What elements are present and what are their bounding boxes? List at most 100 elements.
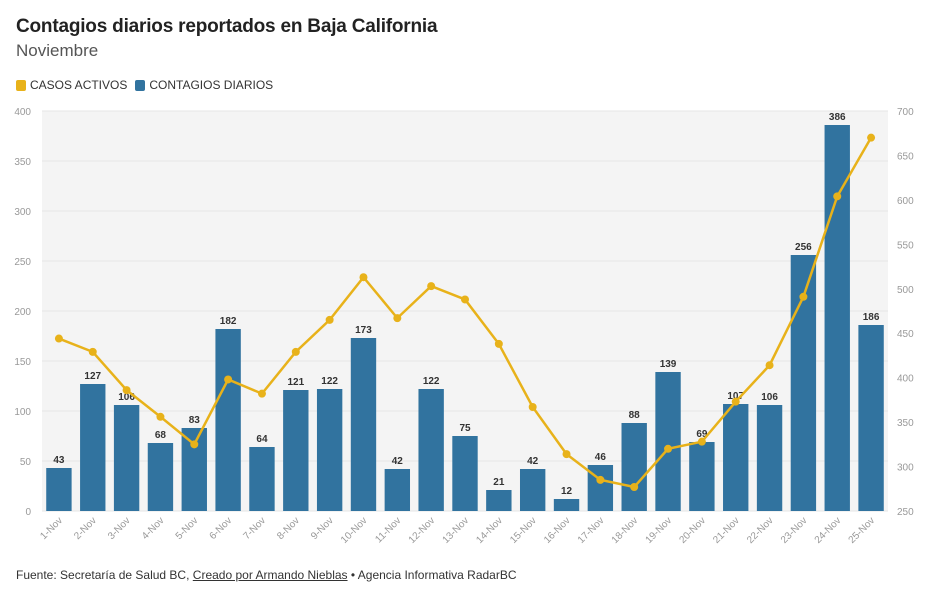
line-series-casos-activos bbox=[54, 133, 876, 491]
combo-chart: 0 50 100 150 200 250 300 350 400 250 300 350 400 450… bbox=[14, 107, 914, 546]
x-tick-label: 6-Nov bbox=[208, 515, 235, 542]
line-point[interactable] bbox=[528, 403, 537, 411]
bar[interactable] bbox=[46, 468, 72, 511]
y-left-tick-label: 150 bbox=[14, 357, 31, 368]
bar[interactable] bbox=[147, 443, 174, 511]
x-tick-label: 5-Nov bbox=[174, 515, 201, 542]
x-tick-label: 25-Nov bbox=[847, 515, 878, 546]
line-point[interactable] bbox=[731, 397, 740, 406]
bar-data-label: 186 bbox=[863, 312, 880, 323]
line-point[interactable] bbox=[765, 361, 774, 370]
line-point[interactable] bbox=[833, 192, 842, 201]
bar[interactable] bbox=[756, 405, 783, 511]
line-point[interactable] bbox=[427, 282, 436, 291]
x-tick-label: 24-Nov bbox=[813, 515, 844, 546]
line-point[interactable] bbox=[630, 483, 639, 491]
line-point[interactable] bbox=[190, 440, 199, 449]
bar-data-label: 42 bbox=[527, 456, 539, 467]
x-tick-label: 18-Nov bbox=[610, 515, 641, 546]
bar[interactable] bbox=[80, 384, 106, 511]
bar-data-label: 106 bbox=[118, 392, 135, 403]
y-left-tick-label: 0 bbox=[25, 507, 31, 518]
bar-data-label: 121 bbox=[287, 377, 304, 388]
bar-data-label: 43 bbox=[53, 455, 65, 466]
bar-data-label: 42 bbox=[392, 456, 404, 467]
bar-data-labels: 43 127 106 68 83 182 64 121 122 173 42 122 75 21 42 12 4… bbox=[53, 112, 880, 497]
line-point[interactable] bbox=[156, 412, 165, 421]
bar[interactable] bbox=[384, 469, 411, 511]
bar-data-label: 122 bbox=[321, 376, 338, 387]
bar[interactable] bbox=[316, 389, 343, 511]
bar[interactable] bbox=[858, 325, 884, 511]
line-point[interactable] bbox=[359, 273, 368, 282]
bar-data-label: 83 bbox=[189, 415, 201, 426]
bar-data-label: 69 bbox=[696, 429, 708, 440]
chart-subtitle: Noviembre bbox=[16, 41, 99, 60]
line-point[interactable] bbox=[461, 295, 469, 304]
bar[interactable] bbox=[350, 338, 377, 511]
line-point[interactable] bbox=[494, 339, 503, 348]
bar-data-label: 46 bbox=[595, 452, 607, 463]
y-left-tick-label: 300 bbox=[14, 207, 31, 218]
legend-item-contagios-diarios[interactable]: CONTAGIOS DIARIOS bbox=[135, 78, 273, 92]
x-tick-label: 21-Nov bbox=[711, 515, 742, 546]
bar-data-label: 386 bbox=[829, 112, 846, 123]
line-point[interactable] bbox=[88, 347, 97, 356]
x-tick-label: 4-Nov bbox=[140, 515, 167, 542]
right-axis-ticks: 250 300 350 400 450 500 550 600 650 700 bbox=[897, 107, 914, 518]
line-point[interactable] bbox=[697, 437, 706, 446]
bar-series-contagios-diarios bbox=[46, 125, 884, 511]
bar[interactable] bbox=[723, 404, 749, 511]
bar[interactable] bbox=[486, 490, 512, 511]
footer-credit-link[interactable]: Creado por Armando Nieblas bbox=[192, 568, 348, 582]
chart-title: Contagios diarios reportados en Baja Cal… bbox=[16, 16, 438, 37]
line-point[interactable] bbox=[867, 133, 876, 142]
bar[interactable] bbox=[621, 423, 647, 511]
line-point[interactable] bbox=[257, 389, 266, 398]
bar[interactable] bbox=[655, 372, 681, 511]
x-tick-label: 3-Nov bbox=[106, 515, 133, 542]
y-left-tick-label: 400 bbox=[14, 107, 31, 118]
bar-data-label: 173 bbox=[355, 325, 372, 336]
y-right-tick-label: 650 bbox=[897, 151, 914, 162]
legend-label-contagios-diarios: CONTAGIOS DIARIOS bbox=[149, 78, 274, 92]
line-point[interactable] bbox=[562, 450, 571, 459]
bar[interactable] bbox=[215, 329, 241, 511]
line-point[interactable] bbox=[224, 375, 233, 384]
x-tick-label: 16-Nov bbox=[542, 515, 573, 546]
x-tick-label: 19-Nov bbox=[644, 515, 675, 546]
x-tick-label: 14-Nov bbox=[474, 515, 505, 546]
bar-data-label: 139 bbox=[660, 359, 677, 370]
footer-agency: • Agencia Informativa RadarBC bbox=[350, 568, 517, 582]
line-point[interactable] bbox=[393, 314, 402, 323]
line-point[interactable] bbox=[799, 292, 808, 301]
x-tick-label: 10-Nov bbox=[339, 515, 370, 546]
line-point[interactable] bbox=[122, 386, 131, 395]
line-point[interactable] bbox=[291, 347, 300, 356]
bar-data-label: 12 bbox=[561, 486, 573, 497]
bar[interactable] bbox=[113, 405, 140, 511]
x-tick-label: 11-Nov bbox=[373, 515, 403, 545]
bar[interactable] bbox=[283, 390, 309, 511]
line-point[interactable] bbox=[664, 444, 673, 453]
y-left-tick-label: 250 bbox=[14, 257, 31, 268]
footer-source: Fuente: Secretaría de Salud BC, bbox=[16, 568, 190, 582]
y-left-tick-label: 50 bbox=[20, 457, 32, 468]
x-tick-label: 1-Nov bbox=[38, 515, 65, 542]
bar[interactable] bbox=[824, 125, 850, 511]
y-right-tick-label: 450 bbox=[897, 329, 914, 340]
bar[interactable] bbox=[249, 447, 275, 511]
legend-item-casos-activos[interactable]: CASOS ACTIVOS bbox=[16, 78, 127, 92]
x-tick-label: 20-Nov bbox=[677, 515, 708, 546]
line-point[interactable] bbox=[325, 315, 334, 324]
y-right-tick-label: 600 bbox=[897, 196, 914, 207]
bar[interactable] bbox=[519, 469, 546, 511]
x-tick-label: 8-Nov bbox=[275, 515, 302, 542]
bar[interactable] bbox=[553, 499, 580, 511]
bar[interactable] bbox=[689, 442, 715, 511]
line-point[interactable] bbox=[596, 475, 605, 484]
bar[interactable] bbox=[452, 436, 478, 511]
line-point[interactable] bbox=[54, 334, 63, 343]
bar-data-label: 64 bbox=[256, 434, 268, 445]
bar[interactable] bbox=[418, 389, 444, 511]
